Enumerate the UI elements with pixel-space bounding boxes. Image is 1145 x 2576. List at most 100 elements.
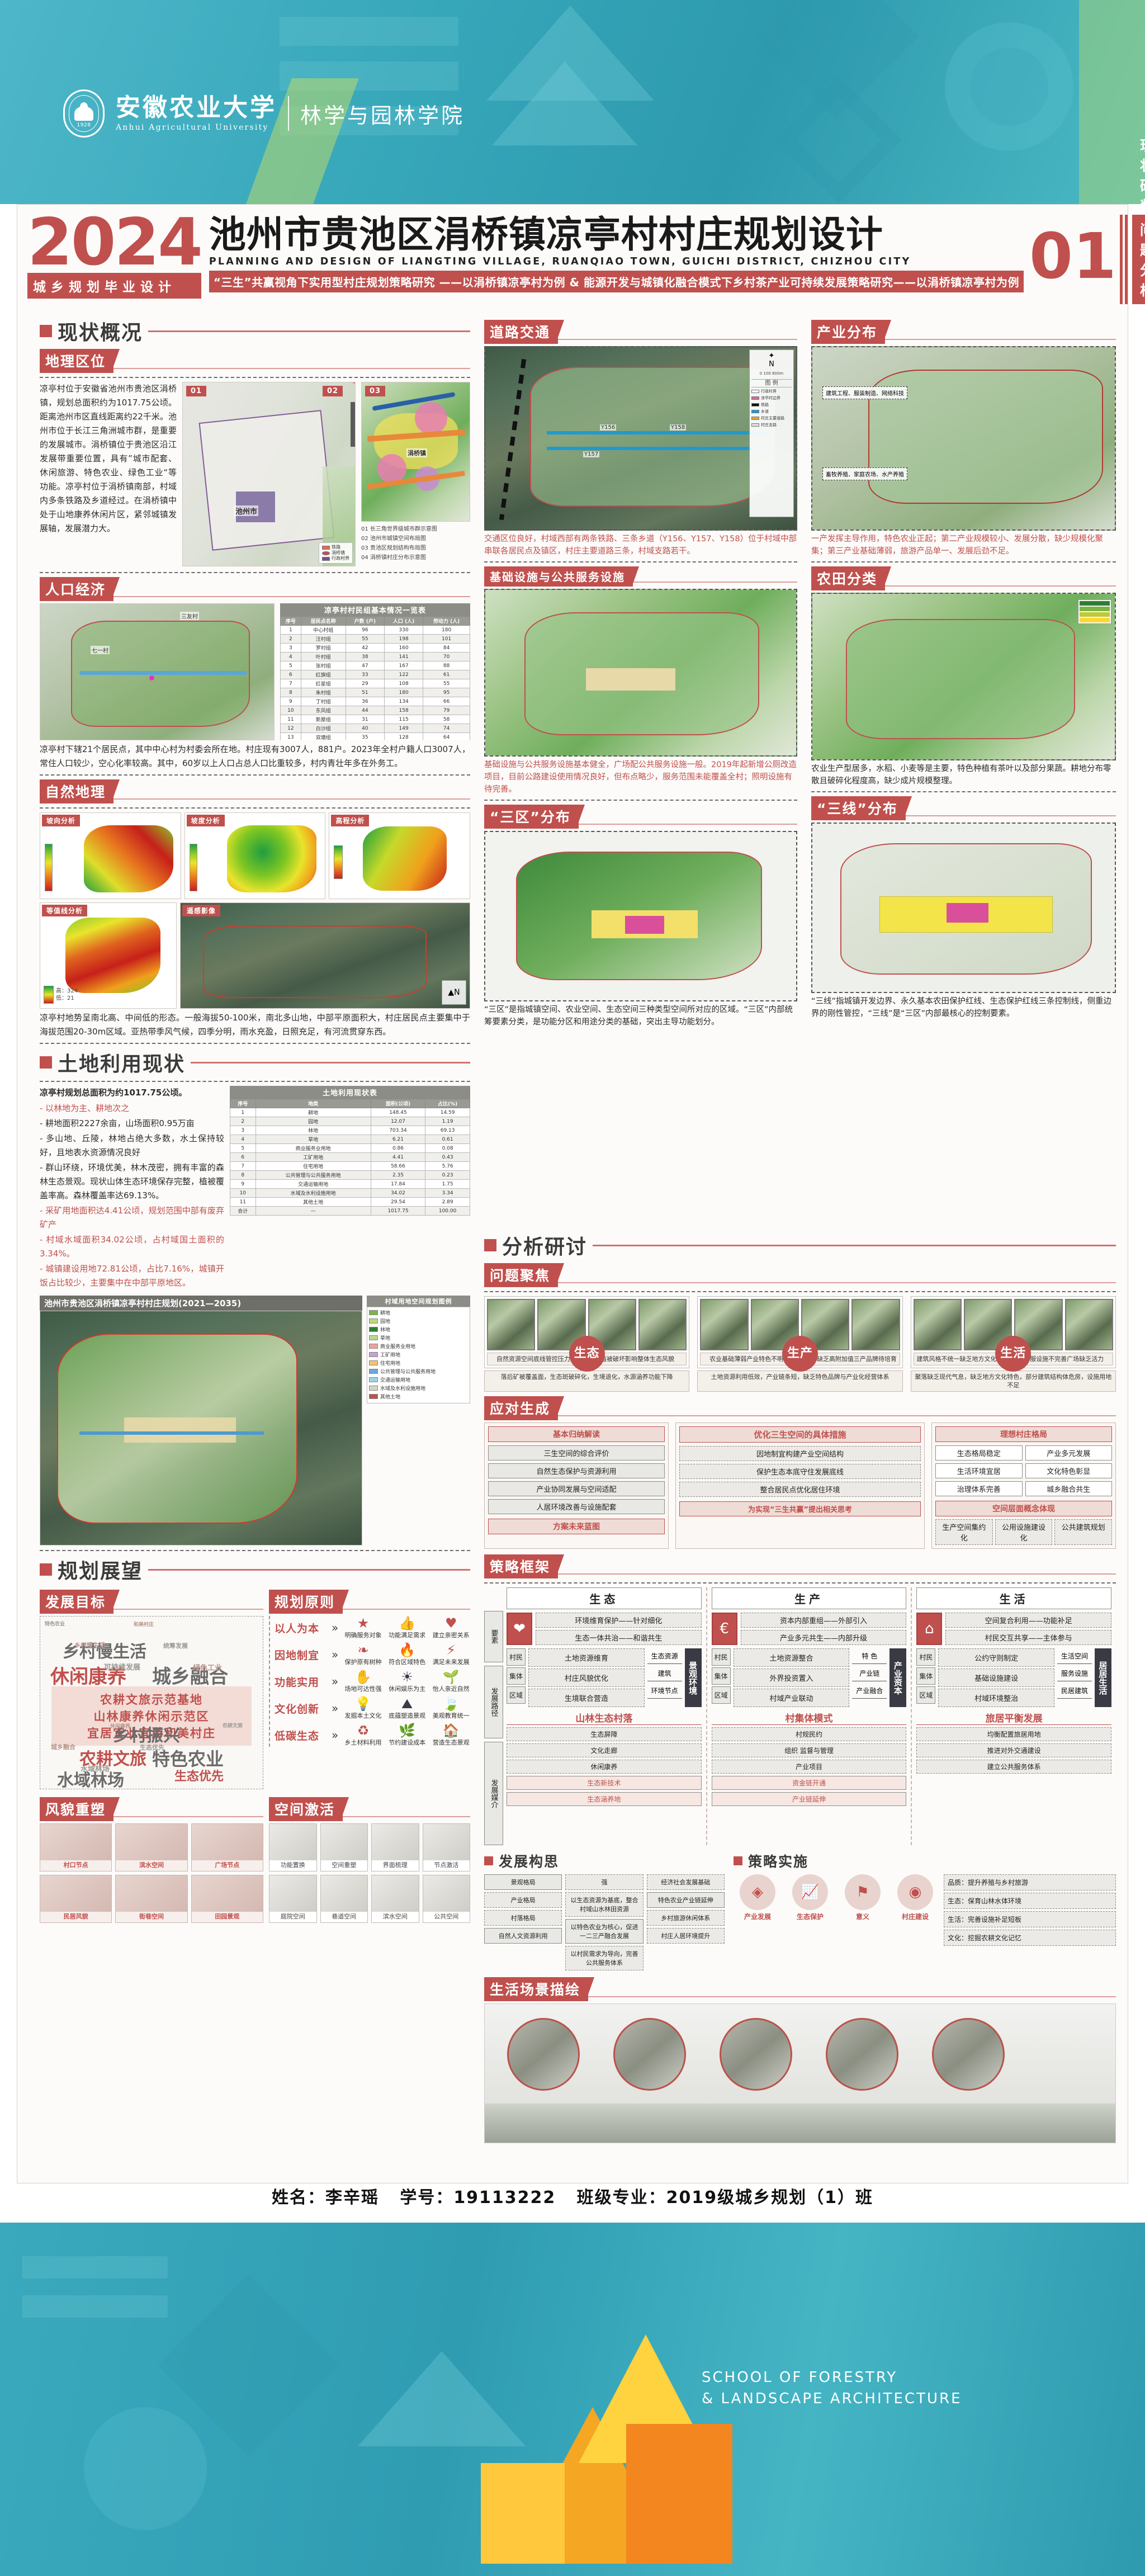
deco-circle [970, 48, 1048, 126]
landscape-card[interactable]: 滨水空间 [115, 1823, 188, 1871]
landscape-card[interactable]: 民居风貌 [40, 1875, 112, 1923]
table-cell: 33 [345, 670, 385, 679]
neighbor-village-label: 三友村 [180, 612, 199, 620]
landscape-card-label: 田园景观 [215, 1913, 240, 1920]
landuse-bullets: - 以林地为主、耕地次之 - 耕地面积2227余亩，山场面积0.95万亩 - 多山地… [40, 1102, 224, 1290]
table-cell: 134 [384, 697, 424, 706]
counter-mid-boxes: 因地制宜构建产业空间结构 保护生态本底守住发展底线 整合居民点优化居住环境 [679, 1446, 921, 1497]
space-card[interactable]: 滨水空间 [371, 1875, 419, 1923]
map-index-item: 03 贵池区规划结构布局图 [361, 545, 426, 551]
table-title: 土地利用现状表 [230, 1086, 470, 1099]
space-card[interactable]: 庭院空间 [269, 1875, 317, 1923]
table-cell: 9 [230, 1179, 256, 1189]
countermeasure-row: 基本归纳解读 三生空间的综合评价 自然生态保护与资源利用 产业协同发展与空间适配 人居… [484, 1422, 1116, 1549]
subheading-rule [885, 339, 1116, 340]
table-cell: 128 [384, 732, 424, 740]
problem-note: 聚落缺乏现代气息，缺乏地方文化特色，部分建筑结构体危房，设施用地不足 [910, 1370, 1116, 1392]
strategy-columns: 生态 ❤ 环境维育保护——针对细化 生态一体共治——和谐共生 村民 集体 区域 土地资源维育村… [507, 1587, 1116, 1845]
strategy-mid: 民居建筑 [1057, 1683, 1092, 1699]
table-cell: 0.61 [425, 1135, 470, 1144]
three-lines-note: “三线”指城镇开发边界、永久基本农田保护红线、生态保护红线三条控制线，侧重边界的… [811, 997, 1112, 1018]
deco-circle [84, 2407, 207, 2530]
table-row: 10 东风组 44 158 79 [280, 706, 470, 715]
deco-bar [280, 17, 458, 46]
concept-node: 村庄人居环境提升 [646, 1928, 725, 1944]
subheading-strategy: 策略框架 [484, 1554, 1116, 1578]
geo-paragraph: 凉亭村位于安徽省池州市贵池区涓桥镇，规划总面积约为1017.75公顷。距离池州市… [40, 384, 177, 533]
table-cell: 7 [280, 679, 301, 688]
table-row: 6 工矿用地 4.41 0.43 [230, 1152, 470, 1162]
implement-item: 生态：保育山林水体环境 [944, 1893, 1116, 1909]
student-class: 2019级城乡规划（1）班 [666, 2188, 874, 2208]
class-label: 班级专业： [576, 2188, 666, 2208]
chevron-right-icon: » [332, 1648, 339, 1661]
cloud-word-small: 和美村庄 [134, 1622, 154, 1628]
cloud-word: 乡村振兴 [113, 1726, 180, 1746]
landscape-card[interactable]: 田园景观 [191, 1875, 263, 1923]
table-cell: 园地 [255, 1117, 371, 1126]
space-card[interactable]: 空间重塑 [320, 1823, 368, 1871]
map-town-structure: 03 涓桥镇 [361, 382, 470, 522]
space-card-label: 功能置换 [280, 1861, 305, 1869]
legend-item: 凉亭村边界 [751, 395, 792, 401]
strategy-icon: ❤ [507, 1613, 532, 1645]
left-column: 现状概况 地理区位 凉亭村位于安徽省池州市贵池区涓桥镇，规划总面积约为1017.… [40, 316, 471, 1923]
nature-paragraph: 凉亭村地势呈南北高、中间低的形态。一般海拔50-100米，南北多山地，中部平原面… [40, 1013, 470, 1037]
space-card[interactable]: 巷道空间 [320, 1875, 368, 1923]
concept-box: 生活环境宜居 [935, 1463, 1023, 1478]
table-cell: 其他土地 [255, 1197, 371, 1207]
legend-item: 交通运输用地 [369, 1376, 468, 1383]
divider [40, 377, 470, 378]
implement-node: ◈ 产业发展 [734, 1874, 782, 1921]
problem-photo [638, 1299, 687, 1350]
table-cell: 住宅用地 [255, 1161, 371, 1171]
space-card[interactable]: 界面梳理 [371, 1823, 419, 1871]
legend-item: 商业服务业用地 [369, 1343, 468, 1350]
cloud-word-small: 绿色工业 [193, 1664, 223, 1672]
space-card-thumb [372, 1875, 419, 1912]
landscape-card[interactable]: 广场节点 [191, 1823, 263, 1871]
strategy-media-item: 休闲康养 [507, 1760, 702, 1774]
principle-item: 🌿 节约建设成本 [388, 1723, 427, 1747]
concept-node: 以村民需求为导向，完善公共服务体系 [565, 1946, 644, 1970]
table-row: 10 水域及水利设施用地 34.02 3.34 [230, 1188, 470, 1198]
zone-town [625, 916, 664, 934]
space-card[interactable]: 功能置换 [269, 1823, 317, 1871]
table-row: 4 叶村组 38 141 70 [280, 652, 470, 661]
space-card[interactable]: 公共空间 [422, 1875, 470, 1923]
landuse-bullet: - 耕地面积2227余亩，山场面积0.95万亩 [40, 1118, 195, 1128]
cloud-word: 特色农业 [152, 1748, 224, 1770]
table-cell: 工矿用地 [255, 1152, 371, 1162]
table-cell: 79 [423, 706, 470, 715]
landscape-card[interactable]: 街巷空间 [115, 1875, 188, 1923]
landscape-card[interactable]: 村口节点 [40, 1823, 112, 1871]
table-cell: 红星组 [300, 679, 346, 688]
table-cell: 6.21 [370, 1135, 426, 1144]
space-card[interactable]: 节点激活 [422, 1823, 470, 1871]
legend-item: 水域及水利设施用地 [369, 1384, 468, 1392]
village-boundary [530, 367, 776, 507]
strategy-actor: 区域 [507, 1686, 526, 1704]
problem-photo [801, 1299, 850, 1350]
principle-list: 以人为本» ★ 明确服务对象 👍 功能满足需求 ♥ 建立亲密关系 因地制宜» ❧ 保护原有树种 🔥 符… [269, 1616, 470, 1747]
strategy-actor: 集体 [711, 1667, 731, 1685]
strategy-icon: € [711, 1613, 737, 1645]
table-cell: 10 [280, 706, 301, 715]
problem-photo [700, 1299, 749, 1350]
chip-1: 问题分析 [1140, 219, 1145, 300]
table-cell: 115 [384, 715, 424, 724]
analysis-column: 分析研讨 问题聚焦 自然资源空间底线管控压力大 植被破坏影响整体生态风貌 生态 农业基… [484, 1231, 1116, 2143]
th: 面积(公顷) [370, 1099, 426, 1108]
table-cell: 2 [230, 1117, 256, 1126]
strategy-mid: 建筑 [647, 1666, 682, 1681]
road-label: Y157 [583, 451, 600, 457]
table-cell: 58 [423, 715, 470, 724]
problem-group: 农业基础薄弱产业特色不明确 二产缺乏高附加值三产品牌待培育 生产 [697, 1296, 903, 1372]
panel-aspect-analysis: 坡向分析 [40, 812, 181, 899]
landuse-legend: 耕地 园地 林地 草地 商业服务业用地 工矿用地 住宅用地 公共管理与公共服务用地 交通运输用地… [367, 1307, 470, 1403]
table-cell: 51 [345, 688, 385, 697]
road-label: Y158 [670, 424, 687, 431]
student-id: 19113222 [453, 2188, 556, 2208]
principle-item: 🍃 美观教育统一 [432, 1696, 470, 1720]
farmland-caption: 农业生产型居多，水稻、小麦等是主要，特色种植有茶叶以及部分果蔬。耕地分布零散且破… [811, 764, 1111, 786]
